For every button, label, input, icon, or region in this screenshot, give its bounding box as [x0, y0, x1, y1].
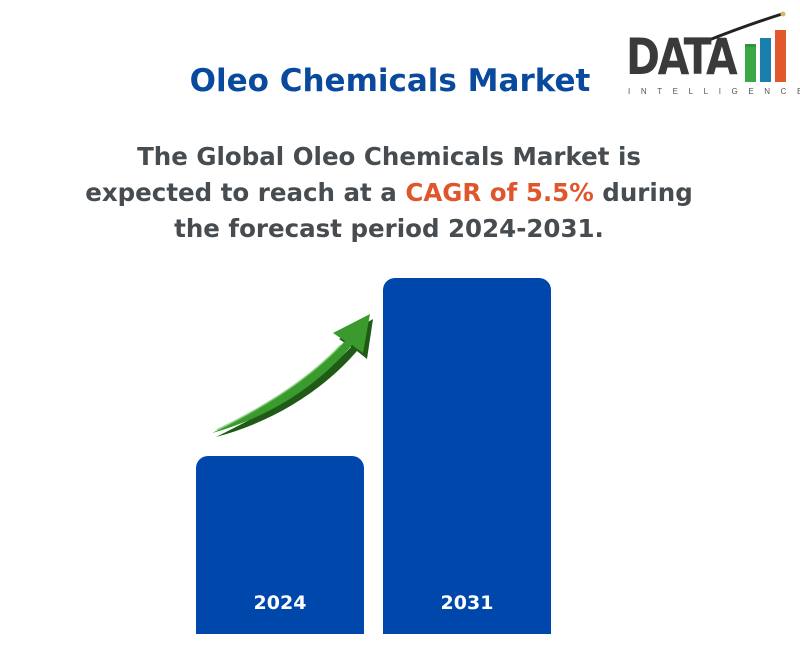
description-line-1: The Global Oleo Chemicals Market is: [137, 142, 641, 171]
description-line-3: the forecast period 2024-2031.: [174, 214, 604, 243]
bar-label-2031: 2031: [440, 592, 494, 614]
description-line-2: expected to reach at a CAGR of 5.5% duri…: [0, 175, 778, 211]
cagr-highlight: CAGR of 5.5%: [405, 178, 594, 207]
page-title: Oleo Chemicals Market: [189, 63, 591, 99]
logo-bars-icon: [703, 11, 786, 82]
growth-arrow-icon: [212, 314, 373, 437]
description-line-2-start: expected to reach at a: [85, 178, 406, 207]
description-line-2-end: during: [593, 178, 693, 207]
data-intelligence-logo: DATA INTELLIGENCE: [624, 8, 800, 100]
bar-label-2024: 2024: [253, 592, 307, 614]
logo-wordmark: DATA: [626, 28, 738, 86]
market-description: The Global Oleo Chemicals Market is expe…: [0, 139, 778, 247]
logo-tagline: INTELLIGENCE: [628, 87, 800, 96]
bar-2031: 2031: [383, 278, 551, 634]
bar-2024: 2024: [196, 456, 364, 634]
